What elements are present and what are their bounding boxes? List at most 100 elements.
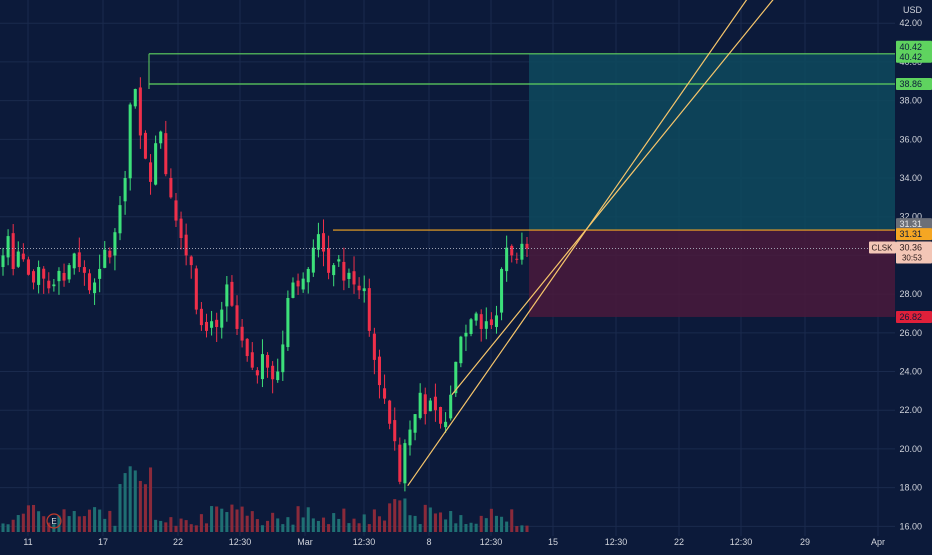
candle-body[interactable] — [6, 236, 10, 258]
candle-body[interactable] — [525, 243, 529, 249]
candle-body[interactable] — [98, 268, 102, 279]
candle-body[interactable] — [408, 429, 412, 446]
candle-body[interactable] — [82, 267, 86, 273]
candle-body[interactable] — [159, 131, 163, 144]
channel-line[interactable] — [407, 0, 758, 487]
candle-body[interactable] — [194, 268, 198, 310]
candle-body[interactable] — [255, 370, 259, 376]
candle-body[interactable] — [143, 132, 147, 159]
candle-body[interactable] — [342, 261, 346, 281]
candle-body[interactable] — [42, 268, 46, 279]
candle-body[interactable] — [403, 443, 407, 484]
candle-body[interactable] — [362, 288, 366, 292]
candle-body[interactable] — [311, 247, 315, 273]
candle-body[interactable] — [62, 272, 66, 281]
earnings-event-icon[interactable] — [46, 513, 62, 529]
candle-body[interactable] — [444, 421, 448, 428]
candle-body[interactable] — [225, 284, 229, 307]
candle-body[interactable] — [464, 332, 468, 337]
candle-body[interactable] — [199, 308, 203, 326]
candle-body[interactable] — [123, 178, 127, 202]
candle-body[interactable] — [57, 270, 61, 282]
candle-body[interactable] — [11, 233, 15, 269]
candle-body[interactable] — [388, 400, 392, 424]
candle-body[interactable] — [433, 396, 437, 411]
candle-body[interactable] — [327, 248, 331, 273]
candle-body[interactable] — [271, 365, 275, 380]
candle-body[interactable] — [52, 284, 56, 287]
candle-body[interactable] — [479, 314, 483, 329]
candle-body[interactable] — [489, 319, 493, 326]
candle-body[interactable] — [321, 233, 326, 252]
candle-body[interactable] — [204, 321, 209, 331]
candle-body[interactable] — [474, 313, 478, 321]
candle-body[interactable] — [296, 280, 300, 287]
candle-body[interactable] — [484, 321, 488, 329]
candle-body[interactable] — [520, 243, 524, 260]
candle-body[interactable] — [220, 309, 224, 328]
candle-body[interactable] — [337, 259, 341, 262]
candle-body[interactable] — [515, 258, 519, 260]
candle-body[interactable] — [413, 414, 417, 433]
candle-body[interactable] — [169, 178, 173, 198]
candle-body[interactable] — [235, 305, 239, 329]
channel-line[interactable] — [451, 0, 786, 396]
candle-body[interactable] — [352, 271, 356, 285]
candle-body[interactable] — [103, 249, 107, 268]
candle-body[interactable] — [174, 200, 178, 221]
candle-body[interactable] — [306, 268, 310, 283]
candle-body[interactable] — [31, 271, 36, 283]
candle-body[interactable] — [21, 253, 25, 260]
candle-body[interactable] — [428, 400, 432, 412]
candle-body[interactable] — [184, 234, 188, 256]
candle-body[interactable] — [47, 280, 51, 289]
candle-body[interactable] — [77, 252, 81, 268]
horizontal-lines[interactable] — [0, 53, 895, 249]
candle-body[interactable] — [72, 253, 76, 269]
candle-body[interactable] — [37, 267, 41, 285]
candle-body[interactable] — [281, 344, 285, 373]
candle-body[interactable] — [372, 333, 376, 360]
candle-body[interactable] — [393, 420, 397, 442]
candle-body[interactable] — [16, 251, 20, 267]
candle-body[interactable] — [128, 104, 132, 179]
candles[interactable] — [1, 77, 529, 492]
candle-body[interactable] — [332, 265, 336, 276]
candle-body[interactable] — [149, 162, 153, 182]
candle-body[interactable] — [138, 87, 142, 136]
candle-body[interactable] — [276, 371, 280, 381]
candle-body[interactable] — [377, 356, 381, 386]
candle-body[interactable] — [357, 285, 361, 291]
candle-body[interactable] — [179, 218, 183, 239]
time-axis[interactable]: 11 17 22 12:30 Mar 12:30 8 12:30 15 12:30 22 12:30 2… — [23, 537, 885, 547]
candle-body[interactable] — [245, 338, 249, 357]
candle-body[interactable] — [316, 234, 320, 250]
candle-body[interactable] — [1, 255, 5, 268]
price-axis[interactable]: USD 16.00 18.00 20.00 22.00 24.00 26.00 28.00 3… — [895, 0, 932, 550]
candle-body[interactable] — [93, 282, 97, 294]
candle-body[interactable] — [286, 297, 290, 348]
candle-body[interactable] — [449, 394, 453, 419]
candle-body[interactable] — [459, 336, 463, 364]
candle-body[interactable] — [418, 392, 422, 418]
candle-body[interactable] — [87, 273, 92, 291]
candle-body[interactable] — [250, 352, 254, 368]
candle-body[interactable] — [500, 268, 504, 313]
candle-body[interactable] — [301, 278, 305, 290]
candle-body[interactable] — [210, 321, 214, 328]
candle-body[interactable] — [230, 281, 234, 306]
candle-body[interactable] — [510, 245, 514, 256]
candle-body[interactable] — [108, 250, 112, 258]
candle-body[interactable] — [240, 326, 244, 341]
candle-body[interactable] — [494, 315, 499, 327]
earnings-event-marker[interactable]: E — [46, 513, 62, 529]
candle-body[interactable] — [113, 232, 117, 256]
candle-body[interactable] — [347, 272, 351, 279]
candle-body[interactable] — [133, 89, 137, 107]
candle-body[interactable] — [291, 282, 295, 298]
candle-body[interactable] — [164, 133, 168, 175]
channel-lines[interactable] — [407, 0, 786, 487]
candle-body[interactable] — [260, 354, 264, 380]
candle-body[interactable] — [26, 259, 30, 275]
